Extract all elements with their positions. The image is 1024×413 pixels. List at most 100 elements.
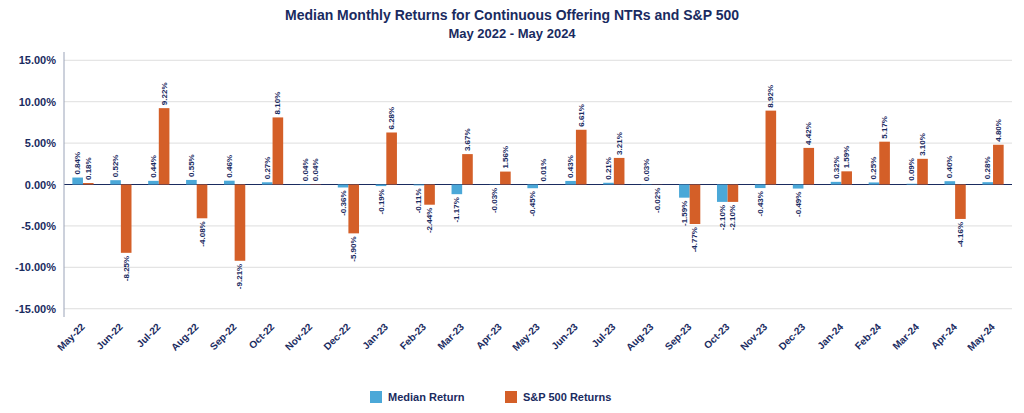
x-tick-label: May-23	[510, 321, 542, 353]
x-tick-label: Jan-23	[360, 321, 390, 351]
y-tick-label: 0.00%	[25, 179, 56, 191]
x-tick-label: Apr-24	[929, 321, 959, 351]
data-label: -0.43%	[756, 191, 765, 216]
bar	[869, 182, 880, 184]
data-label: -0.02%	[653, 188, 662, 213]
grid-line	[64, 308, 1012, 309]
data-label: -1.59%	[680, 201, 689, 226]
bar	[803, 148, 814, 185]
bar	[641, 184, 652, 185]
grid-line	[64, 101, 1012, 102]
bar	[348, 185, 359, 234]
data-label: 5.17%	[880, 116, 889, 139]
bar	[121, 185, 132, 253]
bar	[262, 182, 273, 184]
bar	[110, 180, 121, 184]
bar	[500, 172, 511, 185]
data-label: 0.04%	[311, 158, 320, 181]
data-label: 0.55%	[187, 154, 196, 177]
bar	[603, 183, 614, 185]
bar	[462, 154, 473, 184]
x-tick-label: Oct-22	[247, 321, 277, 351]
data-label: 0.40%	[945, 156, 954, 179]
data-label: -4.16%	[956, 222, 965, 247]
bar	[159, 108, 170, 184]
x-tick-label: Sep-22	[208, 321, 239, 352]
y-tick-label: -5.00%	[21, 220, 56, 232]
data-label: 0.27%	[263, 157, 272, 180]
data-label: -2.10%	[718, 205, 727, 230]
bar	[224, 181, 235, 185]
data-label: 0.44%	[149, 155, 158, 178]
bar	[879, 142, 890, 185]
data-label: 1.59%	[842, 146, 851, 169]
data-label: -4.77%	[690, 227, 699, 252]
legend-swatch	[370, 391, 382, 403]
bar	[565, 181, 576, 185]
bar	[993, 145, 1004, 185]
bar	[766, 111, 777, 185]
data-label: 3.21%	[615, 132, 624, 155]
data-label: 1.56%	[501, 146, 510, 169]
bar	[83, 183, 94, 184]
bar	[414, 184, 425, 186]
data-label: 4.80%	[994, 119, 1003, 142]
bar	[690, 185, 701, 225]
x-tick-label: Aug-22	[169, 321, 201, 353]
x-tick-label: Apr-23	[474, 321, 504, 351]
bar	[717, 185, 728, 202]
data-label: 6.61%	[577, 104, 586, 127]
bar	[576, 130, 587, 185]
data-label: -5.90%	[349, 236, 358, 261]
data-label: 3.67%	[463, 128, 472, 151]
data-label: 0.21%	[604, 157, 613, 180]
bar	[148, 181, 159, 185]
y-tick-label: -15.00%	[15, 303, 56, 315]
bar	[728, 185, 739, 202]
data-label: -0.03%	[490, 188, 499, 213]
data-label: 0.03%	[642, 159, 651, 182]
bar	[72, 178, 83, 185]
axes: -15.00%-10.00%-5.00%0.00%5.00%10.00%15.0…	[15, 52, 64, 317]
bar	[489, 184, 500, 185]
data-label: -0.45%	[528, 191, 537, 216]
data-label: -2.10%	[728, 205, 737, 230]
data-label: -4.08%	[198, 221, 207, 246]
bar	[982, 182, 993, 184]
bar	[300, 184, 311, 185]
data-label: 4.42%	[804, 122, 813, 145]
bar	[424, 185, 435, 205]
bar	[197, 185, 208, 219]
data-label: -0.49%	[794, 192, 803, 217]
data-label: 0.28%	[983, 156, 992, 179]
y-axis-line	[64, 52, 65, 317]
data-label: -0.36%	[339, 190, 348, 215]
bar	[235, 185, 246, 261]
data-label: 0.18%	[84, 157, 93, 180]
x-tick-label: Jan-24	[815, 321, 845, 351]
bar	[186, 180, 197, 185]
bar	[652, 184, 663, 185]
subtitle: May 2022 - May 2024	[448, 26, 576, 41]
data-label: 8.10%	[273, 92, 282, 115]
data-label: 3.10%	[918, 133, 927, 156]
data-label: 0.43%	[566, 155, 575, 178]
data-label: 0.32%	[832, 156, 841, 179]
bar	[841, 171, 852, 184]
bar	[917, 159, 928, 185]
bar	[614, 158, 625, 185]
y-tick-label: 10.00%	[19, 96, 57, 108]
data-label: -0.19%	[377, 189, 386, 214]
data-label: -2.44%	[425, 208, 434, 233]
bar	[310, 184, 321, 185]
x-axis: May-22Jun-22Jul-22Aug-22Sep-22Oct-22Nov-…	[55, 321, 997, 353]
x-tick-label: May-24	[965, 321, 997, 353]
legend: Median ReturnS&P 500 Returns	[370, 391, 611, 403]
bar	[376, 185, 387, 187]
grid-line	[64, 143, 1012, 144]
title: Median Monthly Returns for Continuous Of…	[285, 7, 739, 23]
data-label: 0.52%	[111, 155, 120, 178]
x-tick-label: Jul-22	[134, 321, 163, 350]
bars	[72, 108, 1003, 261]
data-label: -9.21%	[235, 264, 244, 289]
